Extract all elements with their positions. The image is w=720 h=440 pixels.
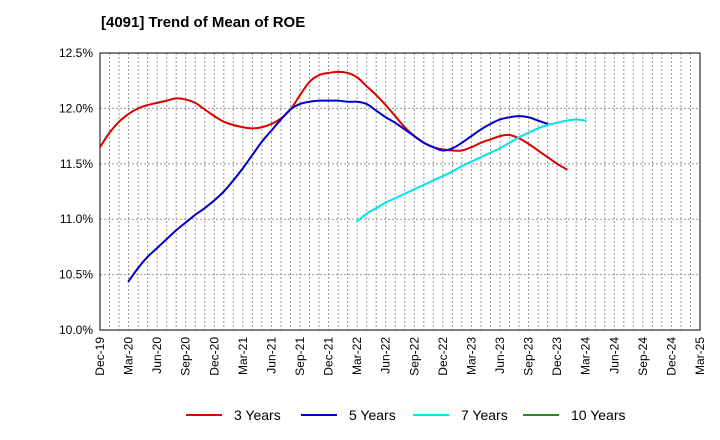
x-tick-label: Mar-21: [236, 337, 250, 375]
legend-label: 10 Years: [571, 407, 626, 423]
x-tick-label: Dec-22: [436, 337, 450, 376]
x-tick-label: Mar-22: [350, 337, 364, 375]
legend-swatch: [523, 414, 559, 416]
legend-label: 7 Years: [461, 407, 508, 423]
legend-label: 5 Years: [349, 407, 396, 423]
x-tick-label: Jun-20: [150, 337, 164, 374]
legend-swatch: [186, 414, 222, 416]
legend-item-5-years: 5 Years: [301, 404, 396, 426]
legend-label: 3 Years: [234, 407, 281, 423]
x-tick-label: Dec-20: [207, 337, 221, 376]
y-axis-labels: 10.0% 10.5% 11.0% 11.5% 12.0% 12.5%: [59, 46, 93, 337]
x-tick-label: Mar-23: [464, 337, 478, 375]
legend-item-3-years: 3 Years: [186, 404, 281, 426]
x-tick-label: Mar-25: [693, 337, 707, 375]
y-tick-label: 11.0%: [60, 212, 93, 226]
legend-item-7-years: 7 Years: [413, 404, 508, 426]
x-tick-label: Sep-21: [293, 337, 307, 376]
x-tick-label: Jun-22: [379, 337, 393, 374]
x-tick-label: Sep-20: [179, 337, 193, 376]
chart-title: [4091] Trend of Mean of ROE: [101, 14, 306, 31]
legend: 3 Years 5 Years 7 Years 10 Years: [0, 404, 720, 426]
x-tick-label: Jun-24: [607, 337, 621, 374]
plot-background: [100, 53, 700, 330]
x-tick-label: Jun-23: [493, 337, 507, 374]
x-tick-label: Dec-24: [664, 337, 678, 376]
y-tick-label: 10.5%: [59, 268, 93, 282]
x-axis-labels: Dec-19 Mar-20 Jun-20 Sep-20 Dec-20 Mar-21 Jun-…: [93, 337, 707, 376]
x-tick-label: Dec-23: [550, 337, 564, 376]
x-tick-label: Sep-23: [522, 337, 536, 376]
x-tick-label: Sep-22: [407, 337, 421, 376]
series-line-7-years: [356, 118, 587, 223]
series-line-3-years: [99, 70, 568, 171]
legend-swatch: [413, 414, 449, 416]
grid: [100, 53, 700, 330]
legend-swatch: [301, 414, 337, 416]
x-tick-label: Jun-21: [264, 337, 278, 374]
plot-border: [99, 52, 701, 331]
x-tick-label: Dec-19: [93, 337, 107, 376]
series-lines: [99, 70, 587, 283]
y-tick-label: 11.5%: [60, 157, 93, 171]
y-tick-label: 10.0%: [59, 323, 93, 337]
y-tick-label: 12.0%: [59, 101, 93, 115]
x-tick-label: Sep-24: [636, 337, 650, 376]
x-tick-label: Dec-21: [322, 337, 336, 376]
x-tick-label: Mar-20: [122, 337, 136, 375]
legend-item-10-years: 10 Years: [523, 404, 626, 426]
x-tick-label: Mar-24: [579, 337, 593, 375]
y-tick-label: 12.5%: [59, 46, 93, 60]
series-line-5-years: [127, 99, 549, 283]
